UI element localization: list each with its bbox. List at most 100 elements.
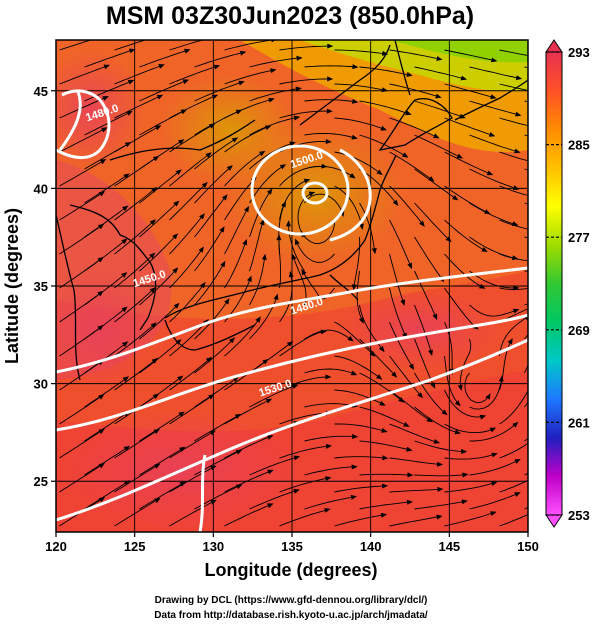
streamline-arrow: [514, 458, 521, 464]
streamline: [389, 488, 440, 493]
streamline: [359, 372, 402, 401]
streamline: [249, 456, 297, 476]
streamline-arrow: [376, 374, 383, 380]
streamline-arrow: [325, 443, 332, 449]
streamline: [194, 264, 224, 306]
colorbar-tick-label: 277: [568, 230, 590, 245]
streamline-arrow: [123, 445, 130, 452]
streamline-arrow: [268, 97, 275, 103]
streamline-arrow: [236, 484, 243, 490]
streamline: [444, 117, 492, 136]
streamline: [359, 100, 409, 114]
streamline-arrow: [351, 284, 357, 291]
streamline: [249, 57, 299, 68]
streamline: [59, 327, 101, 357]
streamline-arrow: [484, 209, 491, 215]
streamline-arrow: [172, 267, 179, 274]
streamline-arrow: [98, 462, 105, 469]
streamline: [59, 65, 107, 85]
x-tick-label: 130: [202, 539, 224, 554]
streamline: [114, 430, 157, 459]
colorbar-gradient: [545, 51, 563, 516]
streamline-arrow: [380, 512, 388, 518]
streamline-arrow: [433, 133, 440, 139]
streamline-arrow: [281, 201, 286, 208]
streamline-arrow: [308, 191, 316, 197]
streamline-arrow: [407, 262, 412, 270]
streamline: [249, 385, 295, 408]
streamline-arrow: [158, 64, 165, 69]
streamline-arrow: [436, 514, 443, 520]
streamline: [249, 88, 298, 102]
streamline-arrow: [200, 281, 206, 289]
streamline-arrow: [445, 236, 452, 243]
streamline-arrow: [219, 226, 225, 233]
streamline-arrow: [350, 370, 358, 376]
credit-line-2: Data from http://database.rish.kyoto-u.a…: [154, 610, 428, 621]
streamline-arrow: [205, 152, 212, 158]
streamline: [194, 378, 237, 408]
streamline: [224, 470, 271, 493]
streamline-arrow: [151, 357, 158, 364]
streamline-arrow: [127, 79, 135, 85]
streamline-arrow: [391, 371, 398, 378]
credit-line-1: Drawing by DCL (https://www.gfd-dennou.o…: [155, 595, 428, 606]
streamline: [84, 112, 130, 136]
streamline: [279, 78, 330, 85]
streamline: [334, 321, 373, 355]
streamline: [169, 40, 205, 51]
streamline: [334, 49, 385, 55]
streamline-arrow: [121, 306, 128, 313]
streamline-arrow: [239, 50, 247, 56]
streamline-arrow: [209, 430, 216, 436]
streamline-arrow: [428, 349, 433, 356]
streamline: [114, 40, 147, 51]
streamline-arrow: [293, 488, 300, 494]
streamline-arrow: [347, 335, 354, 342]
streamline: [499, 117, 528, 127]
streamline-arrow: [382, 455, 389, 461]
chart-title: MSM 03Z30Jun2023 (850.0hPa): [106, 2, 474, 30]
streamline-arrow: [461, 499, 468, 505]
streamline: [304, 99, 355, 103]
streamline-arrow: [406, 499, 413, 505]
streamline-arrow: [514, 148, 521, 154]
streamline: [414, 406, 458, 433]
streamline: [59, 258, 101, 289]
streamline: [279, 110, 329, 119]
y-axis: 25 30 35 40 45: [34, 84, 56, 489]
streamline: [224, 399, 269, 425]
streamline-arrow: [98, 191, 106, 197]
streamline: [444, 287, 476, 328]
streamline: [444, 389, 483, 418]
streamline-arrow: [512, 421, 519, 428]
streamline-arrow: [102, 96, 109, 101]
streamline-arrow: [489, 427, 497, 433]
streamline: [114, 95, 160, 119]
streamline: [59, 361, 102, 391]
streamline-arrow: [221, 194, 228, 201]
streamline: [499, 287, 528, 290]
streamline-arrow: [126, 110, 133, 116]
streamline-arrow: [205, 356, 213, 363]
streamline-arrow: [403, 422, 410, 427]
streamline-arrow: [267, 469, 274, 475]
streamline-arrow: [286, 341, 294, 347]
streamline-arrow: [123, 173, 130, 179]
streamline-arrow: [406, 72, 413, 77]
streamline-arrow: [261, 253, 267, 260]
streamline-arrow: [392, 199, 399, 206]
streamline-arrow: [481, 247, 488, 252]
streamline-arrow: [572, 265, 578, 270]
streamline-arrow: [199, 213, 205, 220]
streamline-arrow: [184, 48, 191, 54]
streamline-arrow: [426, 417, 433, 423]
streamline-arrow: [293, 455, 301, 461]
streamline: [414, 100, 463, 118]
colorbar-tick-label: 293: [568, 45, 590, 60]
streamline: [293, 257, 307, 306]
streamline: [114, 324, 154, 357]
streamline: [279, 165, 324, 187]
streamline-arrow: [235, 449, 243, 455]
